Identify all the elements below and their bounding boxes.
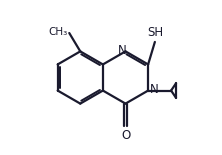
Text: SH: SH	[148, 26, 164, 39]
Text: N: N	[118, 44, 127, 57]
Text: N: N	[150, 83, 159, 96]
Text: CH₃: CH₃	[48, 27, 67, 37]
Text: O: O	[121, 129, 130, 142]
